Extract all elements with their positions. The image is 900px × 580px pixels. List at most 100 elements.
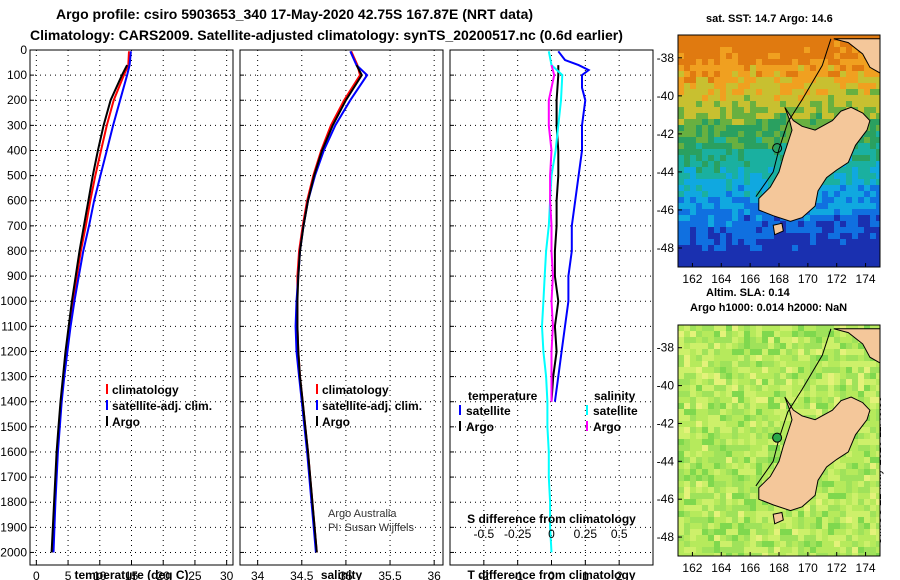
map-cell bbox=[792, 47, 799, 54]
map-cell bbox=[858, 373, 865, 380]
map-cell bbox=[816, 409, 823, 416]
map-cell bbox=[726, 257, 733, 264]
map-cell bbox=[804, 257, 811, 264]
map-cell bbox=[690, 215, 697, 222]
map-cell bbox=[702, 251, 709, 258]
map-cell bbox=[828, 77, 835, 84]
map-cell bbox=[732, 95, 739, 102]
map-cell bbox=[738, 197, 745, 204]
map-cell bbox=[696, 257, 703, 264]
map-cell bbox=[690, 547, 697, 554]
map-cell bbox=[684, 325, 691, 332]
map-cell bbox=[750, 83, 757, 90]
map-cell bbox=[804, 65, 811, 72]
map-cell bbox=[738, 535, 745, 542]
map-cell bbox=[714, 535, 721, 542]
map-cell bbox=[780, 233, 787, 240]
map-cell bbox=[696, 173, 703, 180]
map-cell bbox=[852, 457, 859, 464]
map-cell bbox=[834, 59, 841, 66]
map-cell bbox=[678, 331, 685, 338]
map-cell bbox=[786, 385, 793, 392]
map-cell bbox=[804, 523, 811, 530]
map-cell bbox=[822, 191, 829, 198]
map-cell bbox=[696, 487, 703, 494]
map-cell bbox=[768, 107, 775, 114]
map-cell bbox=[762, 355, 769, 362]
map-cell bbox=[750, 433, 757, 440]
map-cell bbox=[756, 173, 763, 180]
map-cell bbox=[786, 367, 793, 374]
map-cell bbox=[756, 397, 763, 404]
map-cell bbox=[876, 155, 880, 162]
map-cell bbox=[732, 541, 739, 548]
map-x-tick-label: 164 bbox=[711, 561, 731, 575]
map-cell bbox=[726, 499, 733, 506]
map-cell bbox=[834, 71, 841, 78]
map-cell bbox=[768, 433, 775, 440]
map-cell bbox=[738, 245, 745, 252]
map-cell bbox=[744, 397, 751, 404]
map-cell bbox=[834, 355, 841, 362]
map-cell bbox=[702, 325, 709, 332]
map-cell bbox=[768, 547, 775, 554]
map-cell bbox=[702, 41, 709, 48]
map-cell bbox=[696, 83, 703, 90]
map-cell bbox=[744, 499, 751, 506]
map-cell bbox=[804, 239, 811, 246]
map-cell bbox=[684, 343, 691, 350]
map-cell bbox=[744, 535, 751, 542]
map-cell bbox=[786, 415, 793, 422]
map-cell bbox=[678, 439, 685, 446]
map-cell bbox=[816, 233, 823, 240]
map-cell bbox=[768, 119, 775, 126]
map-cell bbox=[726, 505, 733, 512]
map-cell bbox=[768, 529, 775, 536]
map-cell bbox=[702, 517, 709, 524]
map-cell bbox=[816, 523, 823, 530]
map-cell bbox=[834, 523, 841, 530]
map-cell bbox=[750, 343, 757, 350]
map-cell bbox=[804, 373, 811, 380]
map-cell bbox=[744, 361, 751, 368]
map-cell bbox=[690, 47, 697, 54]
map-cell bbox=[792, 367, 799, 374]
map-cell bbox=[858, 457, 865, 464]
map-cell bbox=[840, 251, 847, 258]
map-cell bbox=[816, 77, 823, 84]
map-cell bbox=[720, 343, 727, 350]
map-cell bbox=[678, 361, 685, 368]
map-cell bbox=[804, 83, 811, 90]
map-cell bbox=[726, 143, 733, 150]
map-cell bbox=[678, 343, 685, 350]
map-cell bbox=[774, 233, 781, 240]
map-cell bbox=[804, 511, 811, 518]
map-cell bbox=[816, 59, 823, 66]
map-cell bbox=[798, 505, 805, 512]
map-cell bbox=[750, 77, 757, 84]
map-cell bbox=[816, 481, 823, 488]
map-cell bbox=[792, 65, 799, 72]
map-cell bbox=[744, 379, 751, 386]
map-cell bbox=[744, 373, 751, 380]
map-cell bbox=[708, 367, 715, 374]
map-cell bbox=[840, 197, 847, 204]
map-cell bbox=[768, 463, 775, 470]
map-cell bbox=[828, 35, 835, 42]
map-cell bbox=[846, 469, 853, 476]
x-tick-label: 1 bbox=[582, 569, 589, 580]
map-cell bbox=[696, 161, 703, 168]
map-cell bbox=[810, 227, 817, 234]
map-cell bbox=[804, 227, 811, 234]
map-cell bbox=[744, 487, 751, 494]
map-cell bbox=[876, 475, 880, 482]
map-cell bbox=[858, 167, 865, 174]
map-cell bbox=[828, 251, 835, 258]
map-cell bbox=[870, 35, 877, 42]
map-cell bbox=[846, 481, 853, 488]
map-cell bbox=[708, 523, 715, 530]
map-cell bbox=[858, 427, 865, 434]
map-cell bbox=[876, 553, 880, 556]
map-cell bbox=[876, 77, 880, 84]
map-cell bbox=[678, 373, 685, 380]
